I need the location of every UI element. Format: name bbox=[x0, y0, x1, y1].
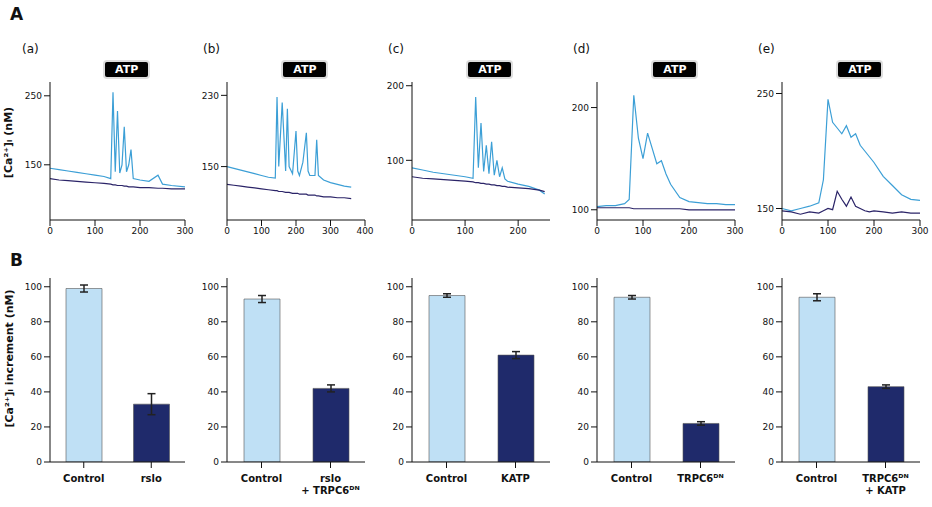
svg-text:200: 200 bbox=[680, 226, 697, 236]
svg-text:0: 0 bbox=[47, 226, 53, 236]
svg-text:100: 100 bbox=[253, 226, 270, 236]
svg-text:200: 200 bbox=[131, 226, 148, 236]
svg-text:20: 20 bbox=[208, 422, 220, 432]
svg-text:0: 0 bbox=[768, 457, 774, 467]
svg-text:40: 40 bbox=[208, 387, 220, 397]
svg-text:100: 100 bbox=[757, 282, 774, 292]
svg-text:300: 300 bbox=[726, 226, 743, 236]
svg-text:60: 60 bbox=[578, 352, 590, 362]
svg-text:Control: Control bbox=[63, 473, 104, 484]
svg-text:60: 60 bbox=[763, 352, 775, 362]
svg-text:80: 80 bbox=[393, 317, 405, 327]
svg-text:230: 230 bbox=[202, 91, 219, 101]
html-text:[Ca²⁺]ᵢ increment (nM): [Ca²⁺]ᵢ increment (nM) bbox=[2, 288, 16, 428]
svg-text:200: 200 bbox=[387, 81, 404, 91]
svg-text:60: 60 bbox=[31, 352, 43, 362]
svg-text:40: 40 bbox=[578, 387, 590, 397]
svg-text:150: 150 bbox=[25, 160, 42, 170]
svg-text:400: 400 bbox=[356, 226, 373, 236]
svg-text:TRPC6ᴰᴺ: TRPC6ᴰᴺ bbox=[677, 473, 724, 484]
html-text:ATP: ATP bbox=[293, 63, 317, 76]
svg-text:Control: Control bbox=[241, 473, 282, 484]
svg-text:100: 100 bbox=[387, 156, 404, 166]
svg-text:100: 100 bbox=[456, 226, 473, 236]
svg-text:20: 20 bbox=[578, 422, 590, 432]
html-text:(e): (e) bbox=[758, 42, 775, 56]
svg-text:100: 100 bbox=[572, 282, 589, 292]
svg-text:100: 100 bbox=[202, 282, 219, 292]
svg-text:Control: Control bbox=[611, 473, 652, 484]
svg-text:250: 250 bbox=[25, 91, 42, 101]
svg-text:80: 80 bbox=[763, 317, 775, 327]
svg-text:300: 300 bbox=[322, 226, 339, 236]
svg-text:0: 0 bbox=[594, 226, 600, 236]
svg-text:0: 0 bbox=[36, 457, 42, 467]
svg-text:200: 200 bbox=[510, 226, 527, 236]
svg-text:40: 40 bbox=[393, 387, 405, 397]
svg-text:0: 0 bbox=[779, 226, 785, 236]
html-text:B: B bbox=[10, 250, 23, 270]
svg-text:300: 300 bbox=[176, 226, 193, 236]
svg-text:100: 100 bbox=[25, 282, 42, 292]
svg-text:0: 0 bbox=[583, 457, 589, 467]
svg-text:100: 100 bbox=[387, 282, 404, 292]
html-text:ATP: ATP bbox=[115, 63, 139, 76]
html-text:ATP: ATP bbox=[478, 63, 502, 76]
svg-text:80: 80 bbox=[31, 317, 43, 327]
svg-text:80: 80 bbox=[578, 317, 590, 327]
svg-text:60: 60 bbox=[208, 352, 220, 362]
svg-text:40: 40 bbox=[763, 387, 775, 397]
svg-text:20: 20 bbox=[763, 422, 775, 432]
html-text:(c): (c) bbox=[388, 42, 404, 56]
svg-text:40: 40 bbox=[31, 387, 43, 397]
svg-text:Control: Control bbox=[796, 473, 837, 484]
svg-text:100: 100 bbox=[634, 226, 651, 236]
html-text:(b): (b) bbox=[203, 42, 220, 56]
svg-text:0: 0 bbox=[213, 457, 219, 467]
svg-text:80: 80 bbox=[208, 317, 220, 327]
svg-text:150: 150 bbox=[202, 162, 219, 172]
svg-text:250: 250 bbox=[757, 89, 774, 99]
html-text:(a): (a) bbox=[22, 42, 39, 56]
html-text:A: A bbox=[10, 4, 24, 24]
svg-text:60: 60 bbox=[393, 352, 405, 362]
svg-text:rslo: rslo bbox=[141, 473, 162, 484]
svg-text:20: 20 bbox=[31, 422, 43, 432]
svg-text:TRPC6ᴰᴺ+ KATP: TRPC6ᴰᴺ+ KATP bbox=[862, 473, 909, 496]
svg-text:100: 100 bbox=[819, 226, 836, 236]
svg-text:100: 100 bbox=[86, 226, 103, 236]
svg-text:300: 300 bbox=[911, 226, 924, 236]
svg-text:200: 200 bbox=[287, 226, 304, 236]
svg-text:rslo+ TRPC6ᴰᴺ: rslo+ TRPC6ᴰᴺ bbox=[301, 473, 360, 496]
svg-text:KATP: KATP bbox=[501, 473, 530, 484]
html-text:ATP: ATP bbox=[848, 63, 872, 76]
svg-text:20: 20 bbox=[393, 422, 405, 432]
svg-text:150: 150 bbox=[757, 204, 774, 214]
svg-text:0: 0 bbox=[224, 226, 230, 236]
svg-text:Control: Control bbox=[426, 473, 467, 484]
svg-text:0: 0 bbox=[409, 226, 415, 236]
svg-text:100: 100 bbox=[572, 205, 589, 215]
svg-text:0: 0 bbox=[398, 457, 404, 467]
html-text:ATP: ATP bbox=[663, 63, 687, 76]
html-text:(d): (d) bbox=[573, 42, 590, 56]
svg-text:200: 200 bbox=[572, 103, 589, 113]
svg-text:200: 200 bbox=[865, 226, 882, 236]
html-text:[Ca²⁺]ᵢ (nM): [Ca²⁺]ᵢ (nM) bbox=[2, 106, 16, 178]
